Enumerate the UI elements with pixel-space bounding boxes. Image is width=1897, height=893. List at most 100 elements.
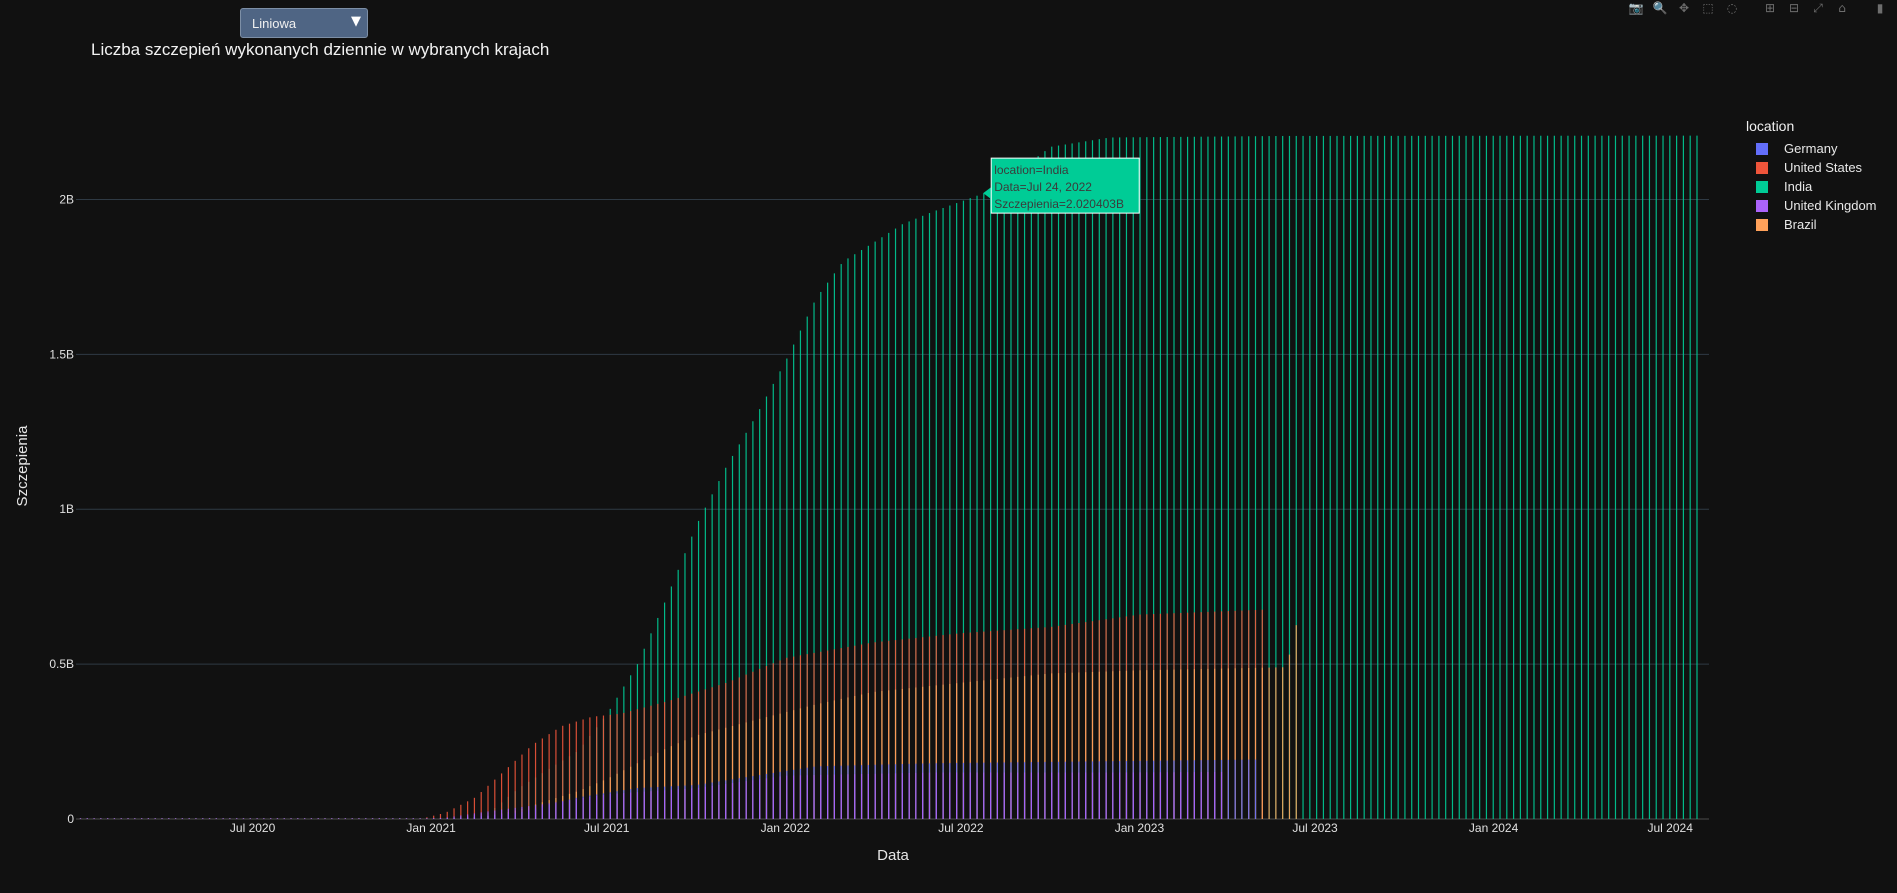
bar[interactable] [1153,670,1155,819]
bar[interactable] [1166,772,1168,819]
bar[interactable] [1322,135,1325,819]
bar[interactable] [134,818,136,819]
bar[interactable] [949,683,951,819]
bar[interactable] [1112,772,1114,819]
bar[interactable] [881,773,883,819]
bar[interactable] [79,818,82,819]
bar[interactable] [949,205,951,819]
bar[interactable] [1051,772,1053,819]
bar[interactable] [514,807,516,819]
bar[interactable] [922,686,924,819]
bar[interactable] [962,200,965,820]
bar[interactable] [983,680,985,819]
bar[interactable] [616,714,618,819]
bar[interactable] [331,818,333,819]
bar[interactable] [793,775,795,819]
bar[interactable] [1601,135,1603,819]
bar[interactable] [568,800,571,819]
bar[interactable] [1071,672,1073,819]
bar[interactable] [813,704,815,819]
series-india[interactable] [79,135,1698,820]
bar[interactable] [290,818,292,819]
bar[interactable] [1085,772,1087,819]
bar[interactable] [731,783,734,819]
bar[interactable] [317,818,319,819]
bar[interactable] [704,733,706,819]
bar[interactable] [324,818,326,819]
bar[interactable] [1085,672,1087,819]
bar[interactable] [1248,759,1250,819]
bar[interactable] [1030,161,1032,820]
bar[interactable] [1363,135,1365,819]
bar[interactable] [725,727,727,819]
bar[interactable] [419,818,421,819]
bar[interactable] [1091,140,1094,820]
bar[interactable] [657,790,659,819]
bar[interactable] [1227,668,1229,819]
bar[interactable] [1030,675,1032,819]
bar[interactable] [901,688,903,819]
bar[interactable] [1295,625,1297,819]
bar[interactable] [731,725,734,819]
bar[interactable] [473,797,476,819]
bar[interactable] [888,690,890,819]
bar[interactable] [1560,135,1562,820]
bar[interactable] [1037,674,1039,819]
bar[interactable] [840,264,842,819]
bar[interactable] [976,772,978,819]
bar[interactable] [1370,135,1372,819]
bar[interactable] [1003,772,1005,819]
bar[interactable] [1227,136,1229,819]
bar[interactable] [541,804,543,819]
bar[interactable] [93,818,95,819]
bar[interactable] [738,724,740,819]
bar[interactable] [1159,669,1162,819]
bar[interactable] [562,725,564,819]
bar[interactable] [222,818,224,819]
bar[interactable] [1275,667,1277,819]
bar[interactable] [894,773,897,819]
bar[interactable] [677,789,679,819]
bar[interactable] [894,228,897,819]
bar[interactable] [494,810,496,819]
bar[interactable] [467,801,469,819]
bar[interactable] [820,703,822,819]
bar[interactable] [555,729,557,819]
bar[interactable] [908,221,910,819]
bar[interactable] [799,330,802,819]
bar[interactable] [534,805,537,819]
autoscale-icon[interactable]: ⤢ [1813,0,1823,15]
bar[interactable] [351,818,353,819]
bar[interactable] [1119,772,1121,819]
bar[interactable] [127,818,129,819]
bar[interactable] [623,793,625,819]
bar[interactable] [711,785,713,819]
bar[interactable] [1078,142,1080,820]
bar[interactable] [745,781,747,819]
bar[interactable] [1662,135,1664,819]
bar[interactable] [575,799,577,819]
bar[interactable] [1465,135,1467,819]
legend-item-brazil[interactable]: Brazil [1756,215,1877,234]
bar[interactable] [799,708,802,819]
bar[interactable] [840,774,842,819]
bar[interactable] [1207,136,1209,819]
bar[interactable] [433,815,435,819]
bar[interactable] [854,254,856,819]
bar[interactable] [1037,156,1039,819]
bar[interactable] [1227,759,1229,819]
bar[interactable] [1091,772,1094,819]
bar[interactable] [555,802,557,819]
bar[interactable] [1445,135,1447,819]
bar[interactable] [263,818,265,819]
bar[interactable] [827,774,829,819]
bar[interactable] [602,794,605,819]
bar[interactable] [1574,135,1576,820]
bar[interactable] [623,712,625,819]
bar[interactable] [976,195,978,819]
bar[interactable] [1343,135,1345,819]
bar[interactable] [1397,135,1399,820]
bar[interactable] [1085,141,1087,820]
bar[interactable] [249,818,251,819]
bar[interactable] [928,686,931,819]
